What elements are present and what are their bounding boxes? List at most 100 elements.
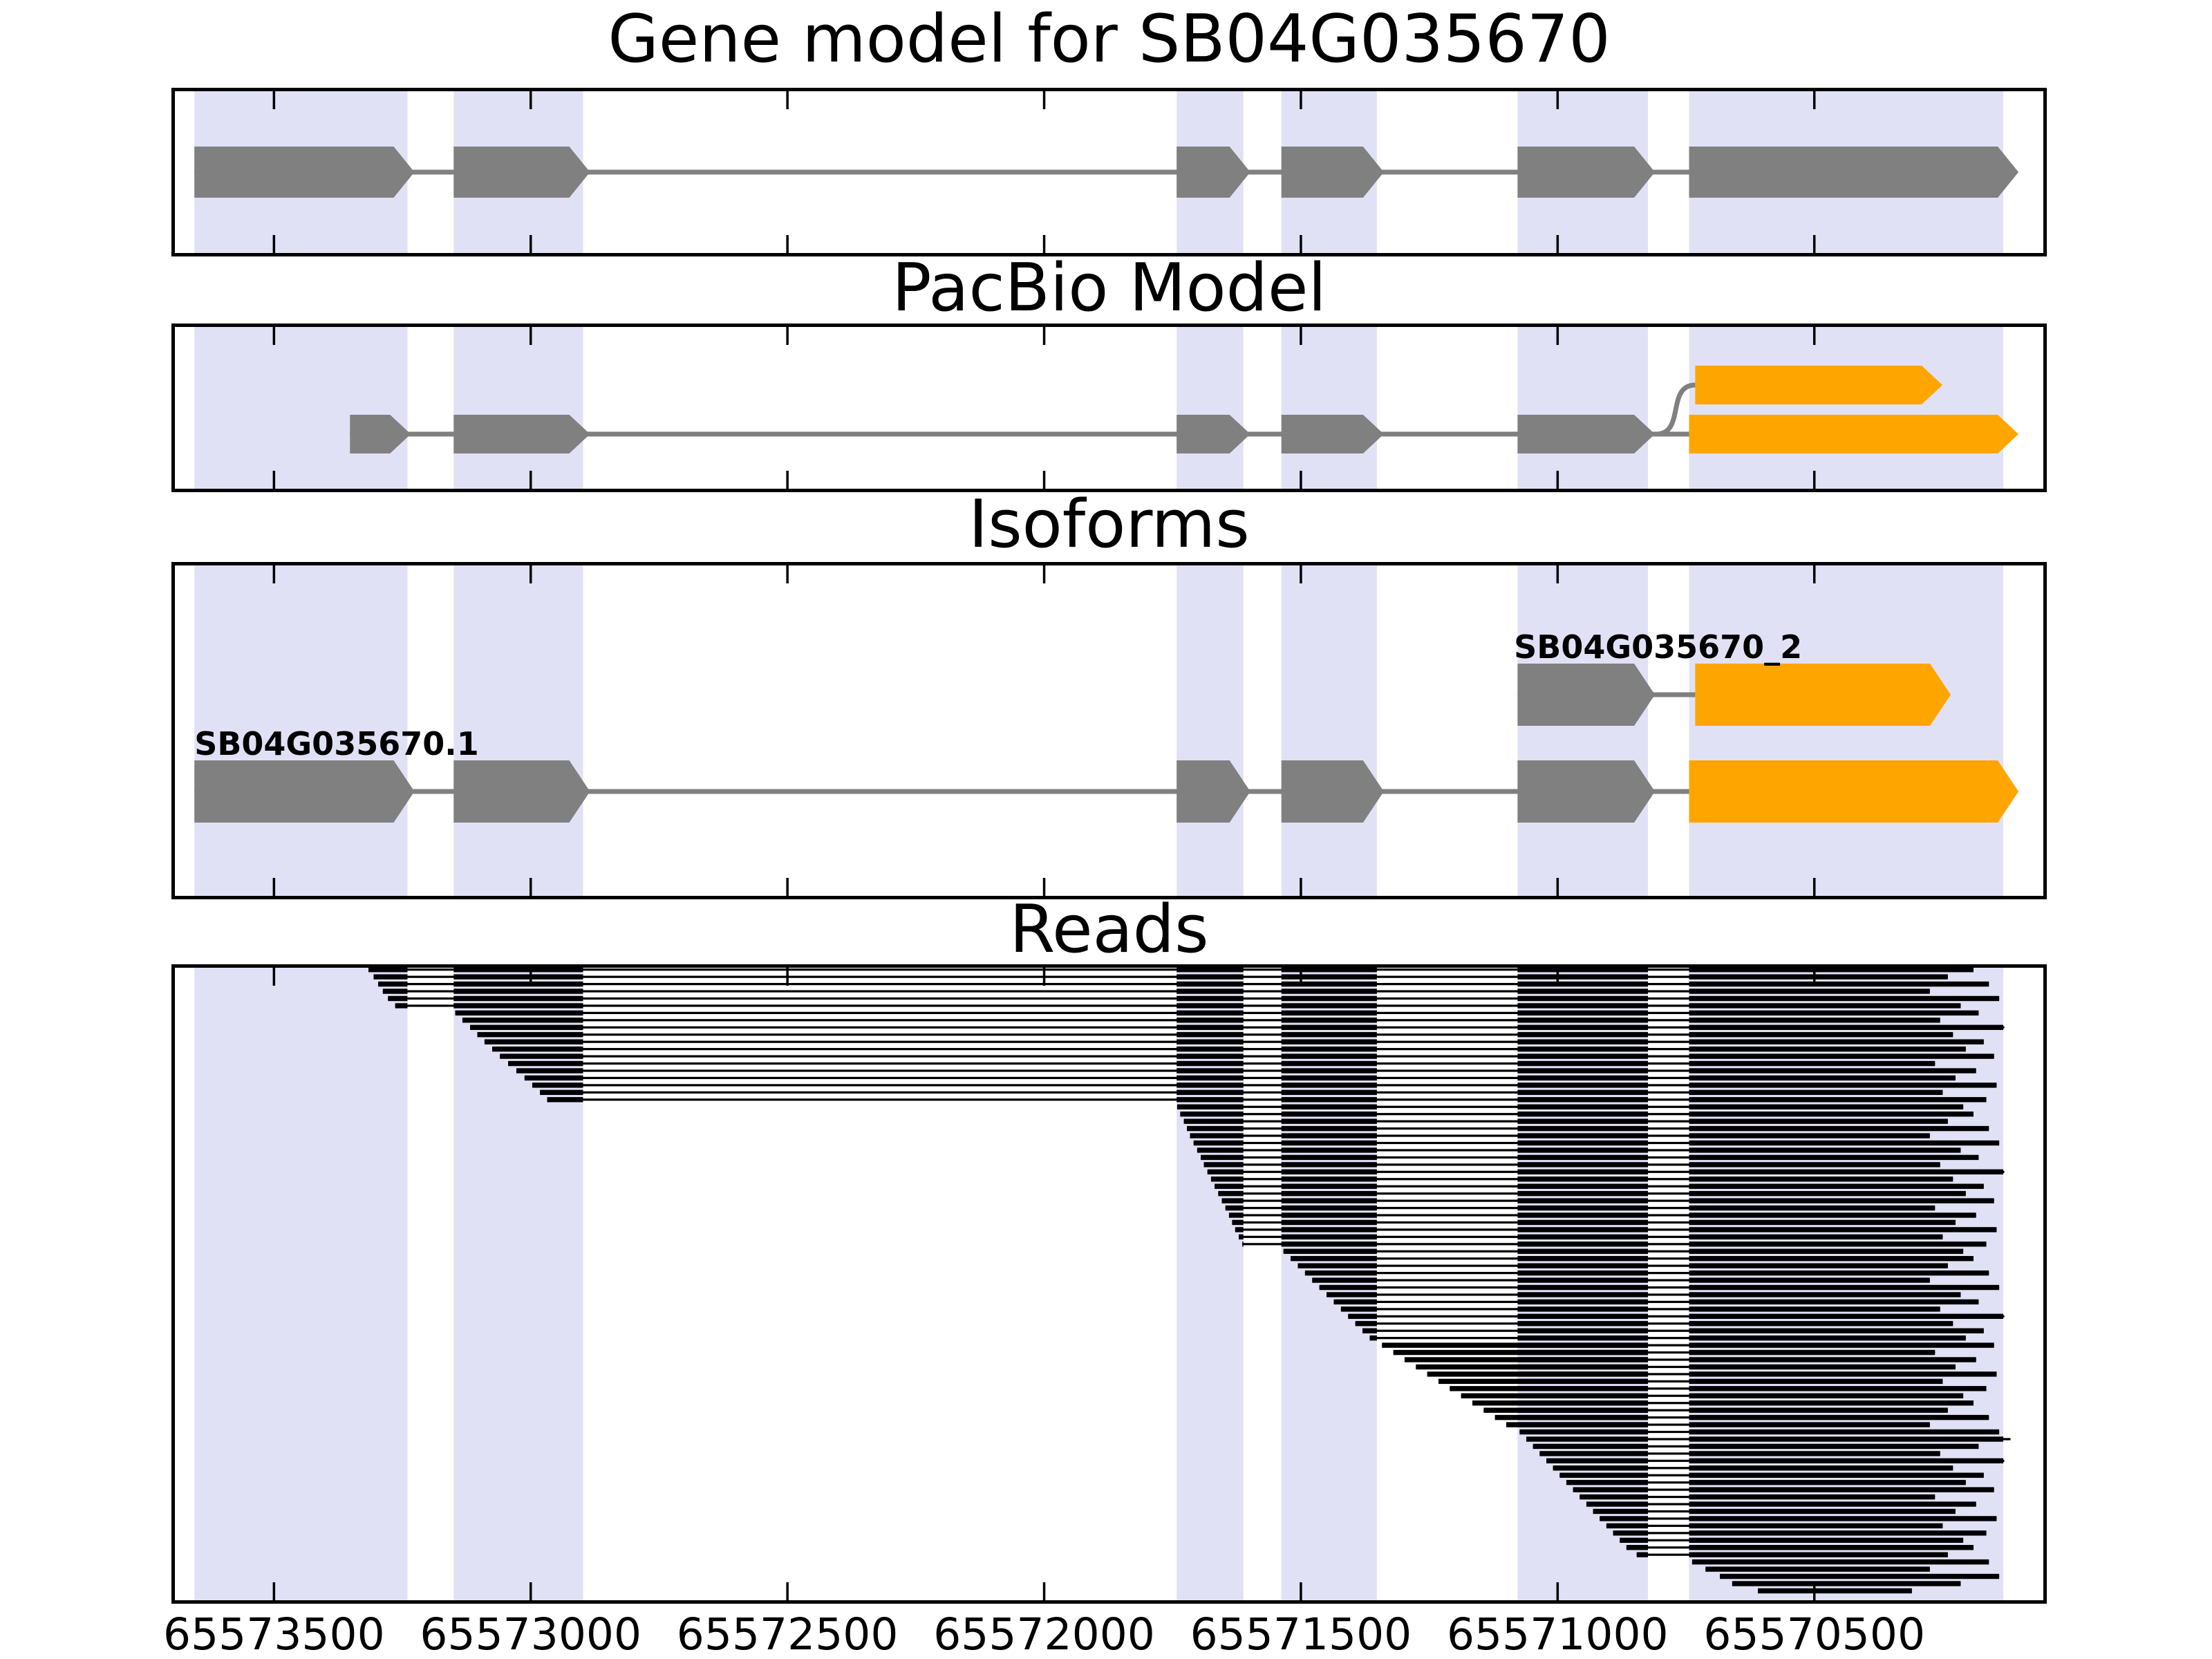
read-exon-block <box>1553 1465 1649 1471</box>
read-exon-block <box>1593 1508 1649 1515</box>
read-exon-block <box>1517 1177 1649 1182</box>
read-exon-block <box>1283 1248 1377 1254</box>
read-exon-block <box>1517 1104 1649 1109</box>
highlight-band <box>453 565 583 896</box>
read-exon-block <box>1517 1422 1649 1427</box>
read-exon-block <box>1689 988 1930 994</box>
read-exon-block <box>1517 1018 1649 1023</box>
read-exon-block <box>1517 1378 1649 1385</box>
read-exon-block <box>1636 1552 1649 1557</box>
panel-isoforms: SB04G035670_2 SB04G035670.1 <box>171 562 2047 899</box>
read-exon-block <box>1517 1162 1649 1168</box>
read-exon-block <box>1689 1508 1956 1515</box>
read-exon-block <box>1281 1190 1377 1197</box>
highlight-band <box>1517 565 1649 896</box>
read-exon-block <box>455 1010 583 1016</box>
highlight-band <box>1281 565 1377 896</box>
read-exon-block <box>500 1053 583 1059</box>
read-exon-block <box>1517 1082 1649 1088</box>
read-intron-line <box>1355 1322 1953 1325</box>
read-exon-block <box>1281 995 1377 1002</box>
read-exon-block <box>1689 1393 1964 1398</box>
read-exon-block <box>1689 1205 1936 1211</box>
read-exon-block <box>1517 1342 1649 1348</box>
read-exon-block <box>1517 1349 1649 1356</box>
read-exon-block <box>1517 995 1649 1002</box>
read-exon-block <box>1177 988 1244 994</box>
read-exon-block <box>1177 1097 1244 1103</box>
read-exon-block <box>1362 1328 1377 1333</box>
read-exon-block <box>1201 1154 1244 1161</box>
panel-title-isoforms: Isoforms <box>968 487 1250 563</box>
read-exon-block <box>1281 1118 1377 1124</box>
x-tick-label: 65570500 <box>1703 1609 1926 1659</box>
read-exon-block <box>1689 1335 1966 1341</box>
exon-arrow-orange <box>1689 415 2019 453</box>
read-exon-block <box>547 1097 583 1103</box>
read-exon-block <box>1689 1270 1989 1276</box>
read-exon-block <box>1689 1219 1956 1226</box>
exon-arrow-gray <box>1177 760 1250 823</box>
read-exon-block <box>1689 1068 1976 1074</box>
read-exon-block <box>1689 1284 2000 1291</box>
read-exon-block <box>1281 1177 1377 1182</box>
read-exon-block <box>1340 1306 1377 1312</box>
read-exon-block <box>1517 1010 1649 1016</box>
highlight-band <box>453 327 583 489</box>
read-exon-block <box>1517 1133 1649 1138</box>
read-exon-block <box>1517 1068 1649 1074</box>
read-exon-block <box>382 988 408 994</box>
read-exon-block <box>1281 974 1377 980</box>
read-exon-block <box>1689 1198 1994 1203</box>
read-exon-block <box>1517 1270 1649 1276</box>
read-exon-block <box>1689 1414 1989 1421</box>
read-exon-block <box>462 1018 583 1023</box>
read-exon-block <box>1689 1248 1964 1254</box>
read-exon-block <box>1689 1386 1987 1391</box>
read-exon-block <box>1689 1125 1989 1132</box>
read-exon-block <box>1281 1075 1377 1081</box>
read-exon-block <box>388 995 408 1002</box>
exon-arrow-gray <box>194 147 415 198</box>
read-exon-block <box>1689 1263 1948 1268</box>
read-exon-block <box>1689 1472 1984 1478</box>
read-exon-block <box>1177 1003 1244 1009</box>
read-exon-block <box>1689 1162 1940 1168</box>
read-exon-block <box>1218 1190 1244 1197</box>
read-exon-block <box>1689 1422 1930 1427</box>
read-exon-block <box>1281 1018 1377 1023</box>
read-exon-block <box>1689 968 1974 973</box>
read-intron-line <box>1416 1365 1956 1369</box>
read-exon-block <box>1559 1472 1649 1478</box>
read-exon-block <box>1517 1089 1649 1096</box>
read-exon-block <box>1281 1089 1377 1096</box>
read-exon-block <box>1586 1501 1649 1507</box>
read-exon-block <box>1177 1053 1244 1059</box>
read-exon-block <box>1517 1299 1649 1305</box>
read-exon-block <box>1613 1530 1649 1536</box>
read-exon-block <box>1689 1545 1974 1550</box>
read-exon-block <box>1221 1198 1244 1203</box>
read-exon-block <box>1517 1169 1649 1174</box>
read-exon-block <box>1689 1003 1961 1009</box>
exon-arrow-gray <box>1517 760 1656 823</box>
read-intron-line <box>368 968 1974 971</box>
read-exon-block <box>1281 1046 1377 1052</box>
read-exon-block <box>1519 1429 1649 1435</box>
read-exon-block <box>516 1068 583 1074</box>
read-exon-block <box>1689 1537 1964 1543</box>
read-exon-block <box>1689 1112 1974 1117</box>
read-exon-block <box>508 1060 583 1067</box>
highlight-band <box>1177 327 1244 489</box>
read-exon-block <box>453 988 583 994</box>
read-exon-block <box>1689 1306 1940 1312</box>
read-exon-block <box>1517 1407 1649 1413</box>
read-exon-block <box>1281 1227 1377 1232</box>
exon-arrow-gray <box>1281 147 1384 198</box>
exon-arrow-gray <box>453 147 590 198</box>
read-exon-block <box>1689 1053 1994 1059</box>
read-exon-block <box>1177 995 1244 1002</box>
read-exon-block <box>1689 974 1948 980</box>
panel-title-reads: Reads <box>1009 892 1209 968</box>
read-exon-block <box>1190 1133 1244 1138</box>
